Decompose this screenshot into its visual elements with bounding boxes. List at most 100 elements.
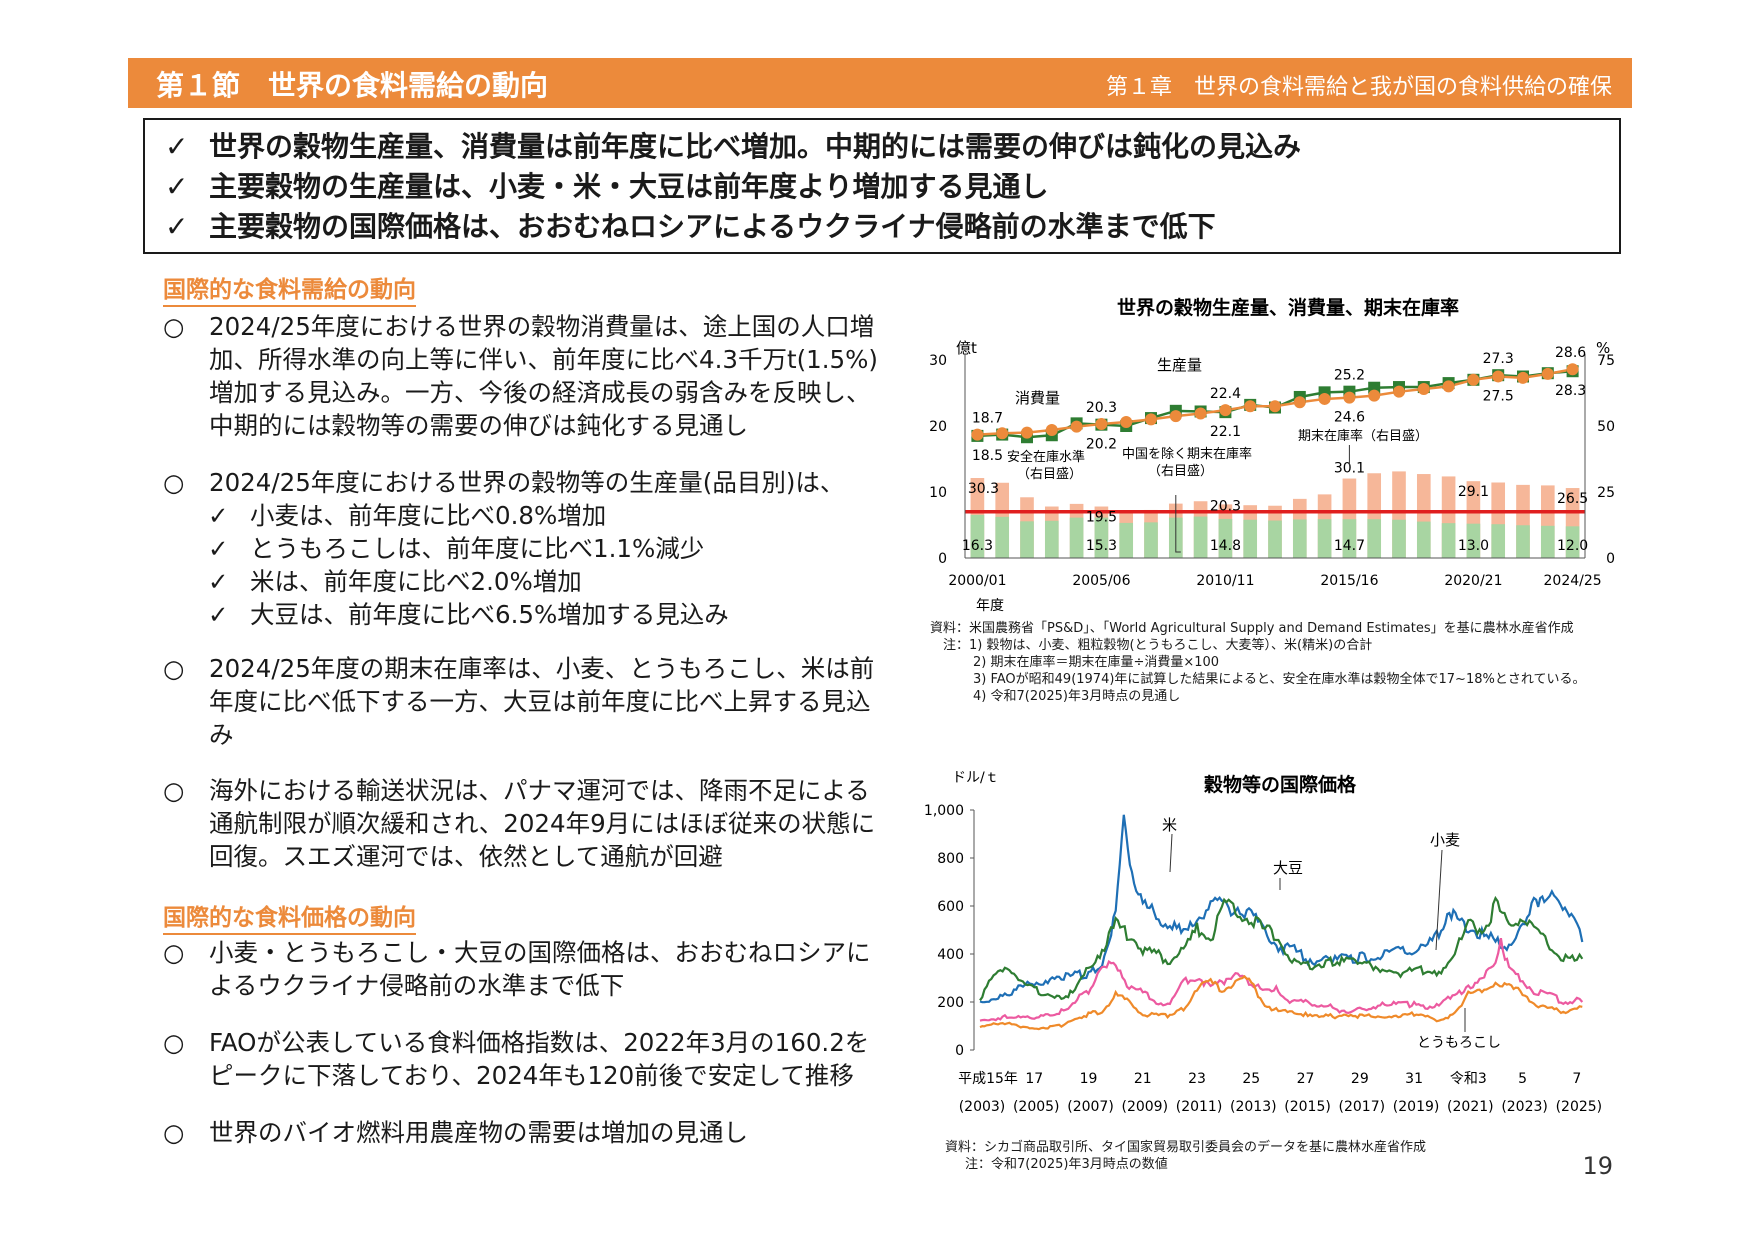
y-tick-label: 10: [929, 485, 947, 501]
y-axis-unit: 億t: [956, 339, 977, 357]
ex-china-stock-ratio-bar: [1466, 523, 1481, 558]
consumption-marker: [1442, 380, 1455, 393]
consumption-marker: [1219, 404, 1232, 417]
x-tick-label: 27: [1297, 1071, 1315, 1087]
y-tick-label: 20: [929, 419, 947, 435]
consumption-marker: [1070, 420, 1083, 433]
x-tick-label: 19: [1080, 1071, 1098, 1087]
x-tick-label: 17: [1025, 1071, 1043, 1087]
data-label: 25.2: [1334, 368, 1365, 384]
x-tick-label: 23: [1188, 1071, 1206, 1087]
data-label: 29.1: [1458, 484, 1489, 500]
x-tick-year-label: (2017): [1339, 1099, 1386, 1115]
data-label: 22.4: [1210, 386, 1241, 402]
ex-china-stock-ratio-bar: [1491, 524, 1506, 558]
ex-china-stock-ratio-bar: [1441, 523, 1456, 558]
x-tick-label: 7: [1572, 1071, 1581, 1087]
data-label: 16.3: [962, 538, 993, 554]
paragraph: ○ FAOが公表している食料価格指数は、2022年3月の160.2をピークに下落…: [163, 1028, 870, 1090]
consumption-marker: [1417, 383, 1430, 396]
x-tick-label: 2005/06: [1072, 573, 1130, 589]
x-tick-label: 31: [1405, 1071, 1423, 1087]
chart-title: 世界の穀物生産量、消費量、期末在庫率: [1117, 296, 1459, 319]
check-icon: ✓: [165, 210, 189, 243]
chart1-note: 注：1) 穀物は、小麦、粗粒穀物(とうもろこし、大麦等）、米(精米)の合計: [943, 638, 1373, 653]
data-label: 28.3: [1555, 383, 1586, 399]
x-tick-year-label: (2013): [1230, 1099, 1277, 1115]
x-tick-year-label: (2011): [1176, 1099, 1223, 1115]
ex-china-stock-ratio-bar: [1516, 525, 1530, 558]
data-label: 26.5: [1557, 491, 1588, 507]
x-tick-year-label: (2015): [1284, 1099, 1331, 1115]
y-tick-label: 30: [929, 353, 947, 369]
ex-china-stock-ratio-bar: [1292, 519, 1307, 558]
annotation-leader: [1175, 495, 1181, 553]
summary-item: ✓ 主要穀物の国際価格は、おおむねロシアによるウクライナ侵略前の水準まで低下: [165, 210, 1216, 243]
label-safety-stock-axis: （右目盛）: [1017, 467, 1082, 482]
consumption-marker: [1566, 363, 1579, 376]
x-tick-year-label: (2019): [1393, 1099, 1440, 1115]
y-tick-label: 1,000: [924, 803, 964, 819]
price-line: [979, 895, 1584, 1001]
y-tick-label: 0: [955, 1043, 964, 1059]
x-tick-year-label: (2009): [1121, 1099, 1168, 1115]
summary-box: ✓ 世界の穀物生産量、消費量は前年度に比べ増加。中期的には需要の伸びは鈍化の見込み…: [143, 118, 1621, 254]
label-ex-china-ratio: 中国を除く期末在庫率: [1122, 446, 1252, 462]
x-tick-label: 21: [1134, 1071, 1152, 1087]
y-tick-label: 600: [937, 899, 964, 915]
ex-china-stock-ratio-bar: [1342, 519, 1357, 558]
data-label: 19.5: [1086, 510, 1117, 526]
ex-china-stock-ratio-bar: [1367, 519, 1382, 558]
data-label: 20.3: [1210, 498, 1241, 514]
consumption-marker: [1541, 367, 1554, 380]
chapter-title: 第１章 世界の食料需給と我が国の食料供給の確保: [1105, 75, 1612, 100]
data-label: 15.3: [1086, 538, 1117, 554]
consumption-marker: [996, 427, 1009, 440]
chart2-source-note: 資料：シカゴ商品取引所、タイ国家貿易取引委員会のデータを基に農林水産省作成: [945, 1140, 1427, 1155]
circle-bullet-icon: ○: [163, 468, 185, 497]
x-tick-label: 25: [1242, 1071, 1260, 1087]
ex-china-stock-ratio-bar: [1094, 517, 1109, 558]
price-line: [979, 974, 1583, 1031]
y-tick-label: 200: [937, 995, 964, 1011]
x-tick-label: 29: [1351, 1071, 1369, 1087]
label-corn: とうもろこし: [1417, 1035, 1501, 1051]
section-heading-prices: 国際的な食料価格の動向: [163, 898, 416, 935]
circle-bullet-icon: ○: [163, 1028, 185, 1057]
check-icon: ✓: [165, 170, 189, 203]
ex-china-stock-ratio-bar: [1144, 522, 1158, 558]
data-label: 14.7: [1334, 538, 1365, 554]
x-tick-label: 2000/01: [948, 573, 1006, 589]
data-label: 18.5: [972, 448, 1003, 464]
consumption-marker: [1368, 389, 1381, 402]
label-soybean: 大豆: [1273, 859, 1303, 877]
x-tick-year-label: (2007): [1067, 1099, 1114, 1115]
circle-bullet-icon: ○: [163, 312, 185, 341]
consumption-marker: [971, 428, 984, 441]
consumption-marker: [1145, 413, 1157, 426]
ex-china-stock-ratio-bar: [1069, 517, 1084, 558]
price-line: [979, 938, 1584, 1022]
consumption-marker: [1095, 418, 1108, 431]
circle-bullet-icon: ○: [163, 1118, 185, 1147]
data-label: 12.0: [1557, 538, 1588, 554]
ex-china-stock-ratio-bar: [1565, 526, 1580, 558]
ex-china-stock-ratio-bar: [1020, 521, 1034, 558]
consumption-marker: [1120, 416, 1133, 429]
grain-international-price-chart: ドル/ｔ 穀物等の国際価格 0 200 400 600 800 1,000 米 大豆 小麦…: [924, 770, 1603, 1115]
y-axis-unit: ドル/ｔ: [952, 770, 999, 786]
check-icon: ✓: [208, 567, 229, 596]
paragraph: ○ 2024/25年度における世界の穀物消費量は、途上国の人口増加、所得水準の向…: [163, 312, 878, 440]
data-label: 27.3: [1483, 351, 1514, 367]
x-tick-label: 2015/16: [1320, 573, 1378, 589]
check-icon: ✓: [208, 501, 229, 530]
data-label: 14.8: [1210, 538, 1241, 554]
consumption-marker: [1244, 400, 1257, 413]
page-header: 第１節 世界の食料需給の動向 第１章 世界の食料需給と我が国の食料供給の確保: [128, 58, 1632, 108]
annotation-leader: [1169, 833, 1173, 873]
consumption-marker: [1343, 391, 1356, 404]
x-tick-year-label: (2025): [1556, 1099, 1603, 1115]
x-tick-label: 2020/21: [1444, 573, 1502, 589]
label-wheat: 小麦: [1430, 831, 1460, 849]
consumption-marker: [1517, 371, 1529, 384]
